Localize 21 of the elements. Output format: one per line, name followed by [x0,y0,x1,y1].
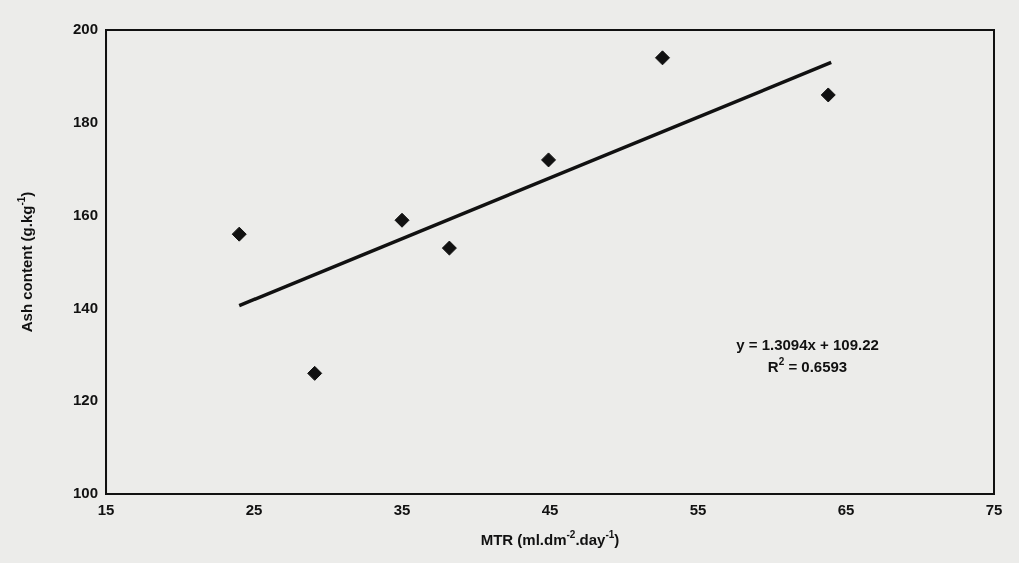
x-tick-label: 15 [97,501,115,519]
y-tick-label: 120 [73,391,99,409]
y-tick-label: 100 [73,484,99,502]
y-tick-label: 140 [73,298,99,316]
annotation: y = 1.3094x + 109.22 [736,336,879,354]
y-tick-label: 160 [73,205,99,223]
y-tick-label: 200 [73,20,99,38]
x-tick-label: 75 [985,501,1003,519]
point [654,50,670,66]
x-tick-label: 55 [689,501,707,519]
y-tick-label: 180 [73,112,99,130]
point [394,212,410,228]
x-tick-label: 35 [393,501,411,519]
x-tick-label: 45 [541,501,559,519]
point [441,240,457,256]
point [307,365,323,381]
point [820,87,836,103]
point [231,226,247,242]
point [541,152,557,168]
x-tick-label: 65 [837,501,855,519]
x-tick-label: 25 [245,501,263,519]
